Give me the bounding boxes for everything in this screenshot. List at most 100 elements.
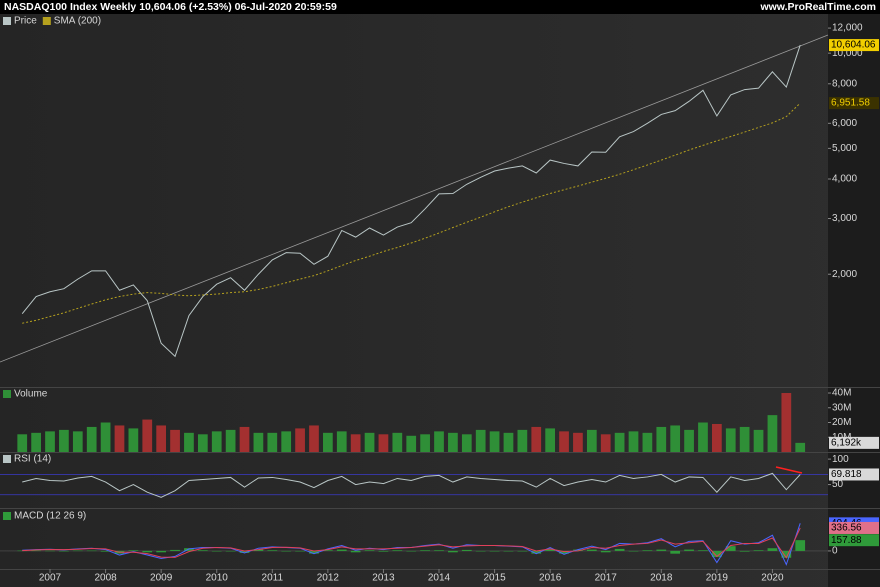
legend-label: SMA (200): [54, 16, 101, 27]
bar: [59, 550, 69, 552]
bar: [253, 432, 264, 452]
bar: [461, 434, 472, 452]
bar: [600, 550, 611, 553]
bar: [545, 428, 556, 452]
bar: [642, 550, 653, 551]
bar: [225, 550, 236, 552]
bar: [392, 550, 403, 551]
bar: [753, 429, 764, 452]
bar: [503, 550, 514, 552]
bar: [128, 550, 139, 551]
bar: [31, 432, 41, 452]
bar: [100, 550, 111, 552]
bar: [211, 431, 222, 452]
bar: [86, 550, 97, 552]
series-line: [22, 102, 801, 324]
bar: [170, 429, 180, 452]
bar: [31, 550, 41, 552]
bar: [448, 432, 458, 452]
bar: [698, 550, 708, 551]
y-tick-label: 0: [832, 546, 838, 557]
bar: [295, 550, 305, 552]
x-tick-label: 2019: [706, 573, 729, 584]
y-tick-label: 8,000: [832, 78, 857, 89]
bar: [475, 429, 486, 452]
bar: [156, 425, 167, 452]
last-value-label: 6,192k: [831, 438, 862, 449]
y-tick-label: 3,000: [832, 213, 857, 224]
bar: [767, 415, 778, 452]
series-line: [22, 472, 801, 498]
y-tick-label: 50: [832, 479, 844, 490]
bar: [59, 429, 69, 452]
y-tick-label: 2,000: [832, 269, 857, 280]
bar: [364, 550, 375, 551]
bar: [586, 549, 597, 551]
last-value-box: [829, 521, 879, 534]
bar: [434, 550, 444, 551]
bar: [184, 548, 194, 551]
bar: [711, 550, 722, 558]
bar: [420, 550, 430, 551]
bar: [239, 426, 250, 452]
bar: [781, 550, 792, 558]
y-tick-label: 10,000: [832, 48, 863, 59]
x-tick-label: 2008: [94, 573, 117, 584]
y-tick-label: 5,000: [832, 143, 857, 154]
bar: [309, 550, 319, 554]
pane-title: RSI (14): [14, 454, 51, 465]
bar: [281, 431, 292, 452]
last-value-box: [829, 534, 879, 547]
bar: [323, 550, 333, 551]
bar: [670, 550, 681, 554]
bar: [670, 425, 681, 452]
bar: [100, 422, 111, 452]
bar: [559, 550, 569, 554]
bar: [767, 548, 778, 551]
x-tick-label: 2018: [650, 573, 673, 584]
bar: [739, 550, 750, 552]
bar: [336, 549, 347, 551]
bar: [753, 550, 764, 551]
bar: [350, 434, 361, 452]
bar: [531, 426, 542, 452]
legend-swatch: [3, 512, 11, 520]
trend-line: [0, 34, 829, 363]
bar: [517, 429, 528, 452]
bar: [211, 550, 222, 552]
bar: [614, 548, 625, 551]
last-value-box: [829, 97, 879, 110]
bar: [475, 550, 486, 552]
bar: [170, 549, 180, 551]
x-tick-label: 2015: [483, 573, 506, 584]
legend-label: Volume: [14, 389, 48, 400]
y-tick-label: 30M: [832, 402, 851, 413]
bar: [656, 426, 667, 452]
bar: [489, 431, 500, 452]
bar: [503, 432, 514, 452]
bar: [17, 434, 28, 452]
bar: [364, 432, 375, 452]
bar: [336, 431, 347, 452]
bar: [142, 419, 153, 452]
bar: [434, 431, 444, 452]
bar: [739, 426, 750, 452]
pane-title: MACD (12 26 9): [14, 511, 86, 522]
bar: [420, 434, 430, 452]
bar: [573, 432, 583, 452]
bar: [225, 429, 236, 452]
bar: [142, 550, 153, 553]
x-tick-label: 2010: [206, 573, 229, 584]
x-tick-label: 2007: [39, 573, 62, 584]
bar: [350, 550, 361, 553]
legend-swatch: [3, 455, 11, 463]
bar: [600, 434, 611, 452]
bar: [378, 434, 389, 452]
x-tick-label: 2013: [372, 573, 395, 584]
y-tick-label: 20M: [832, 417, 851, 428]
last-value-label: 69.818: [831, 469, 862, 480]
bar: [517, 550, 528, 552]
bar: [72, 550, 83, 552]
